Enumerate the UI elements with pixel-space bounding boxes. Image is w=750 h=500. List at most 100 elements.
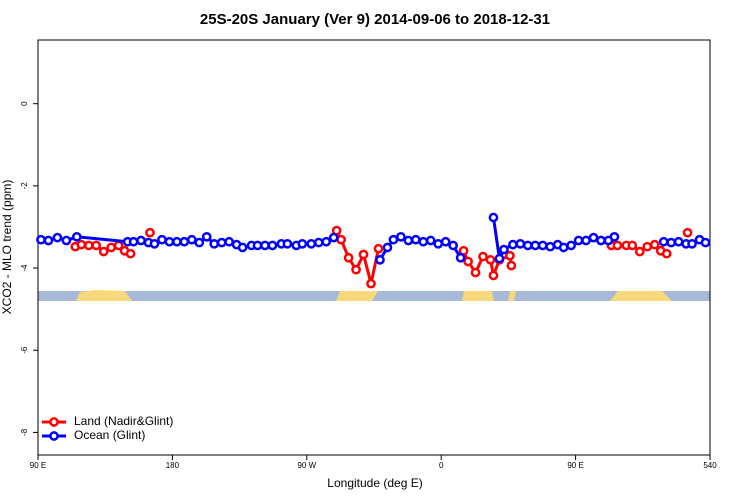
data-point [260,240,270,251]
data-point [658,236,669,247]
data-point [313,237,324,248]
data-point [488,212,499,223]
y-tick-label: -2 [20,182,29,190]
data-point [366,278,376,289]
data-point [558,242,569,253]
data-point [506,260,517,271]
data-point [186,234,197,245]
y-tick-label: -6 [20,346,29,354]
plot-frame [37,39,711,456]
x-tick-label: 90 E [30,461,46,470]
y-tick-label: -8 [20,428,29,436]
data-point [494,253,505,264]
x-tick-label: 0 [439,461,444,470]
data-point [336,234,346,245]
data-point [673,236,684,247]
data-point [216,237,227,248]
data-point [627,240,638,251]
data-point [252,240,263,251]
data-point [297,238,308,249]
data-point [505,250,515,261]
data-point [455,252,466,263]
data-point [682,227,693,238]
data-point [98,246,109,257]
x-tick-label: 90 E [567,461,583,470]
data-point [642,241,653,252]
land-blob [462,291,494,301]
data-point [149,238,160,249]
x-tick-label: 540 [703,461,717,470]
data-point [666,237,677,248]
legend-label: Ocean (Glint) [74,428,145,442]
data-point [351,264,361,275]
y-tick-label: 0 [20,101,29,106]
data-point [61,235,72,246]
data-point [588,232,599,243]
legend-label: Land (Nadir&Glint) [74,414,173,428]
data-point [418,236,429,247]
data-point [499,244,509,255]
data-point [52,232,63,243]
data-point [136,235,146,246]
data-point [410,234,421,245]
data-point [537,240,548,251]
data-point [43,235,54,246]
data-point [164,236,175,247]
data-point [201,231,212,242]
x-tick-label: 90 W [297,461,316,470]
data-point [396,231,406,242]
legend-marker [49,431,59,441]
data-point [700,237,711,248]
data-point [488,270,499,281]
data-point [71,231,82,242]
data-point [581,235,591,246]
data-point [612,240,623,251]
data-point [128,236,139,247]
data-point [106,242,117,253]
data-point [687,238,697,249]
data-point [382,242,393,253]
data-point [76,239,87,250]
land-blob [610,291,672,301]
data-point [530,240,541,251]
land-blob [336,291,378,301]
y-tick-label: -4 [20,264,29,272]
data-point [545,241,556,252]
data-point [522,240,533,251]
data-point [373,243,384,254]
data-point [83,240,94,251]
data-point [508,239,518,250]
land-blob [76,290,132,301]
data-point [125,248,136,259]
data-point [596,235,606,246]
map-strip [38,290,710,301]
data-point [91,240,102,251]
data-point [36,234,46,245]
y-axis-label: XCO2 - MLO trend (ppm) [0,180,14,315]
data-point [634,246,645,257]
data-point [440,236,451,247]
data-point [157,234,167,245]
data-point [209,238,220,249]
data-point [485,254,496,265]
data-point [172,236,182,247]
data-point [425,235,436,246]
data-point [321,236,332,247]
data-point [267,240,278,251]
land-blob [508,291,516,301]
data-point [194,237,205,248]
x-axis-label: Longitude (deg E) [327,476,422,490]
legend-marker [49,417,59,427]
data-point [179,236,190,247]
data-point [463,256,473,267]
x-tick-label: 180 [166,461,180,470]
data-point [237,242,248,253]
data-point [224,236,234,247]
data-point [566,240,576,251]
data-point [433,238,444,249]
data-point [470,267,481,278]
data-point [282,238,293,249]
data-point [388,234,399,245]
data-point [609,231,620,242]
